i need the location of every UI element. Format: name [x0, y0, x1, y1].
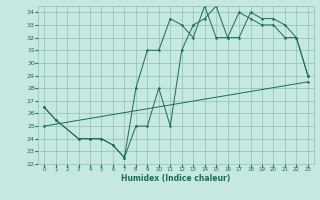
X-axis label: Humidex (Indice chaleur): Humidex (Indice chaleur)	[121, 174, 231, 183]
